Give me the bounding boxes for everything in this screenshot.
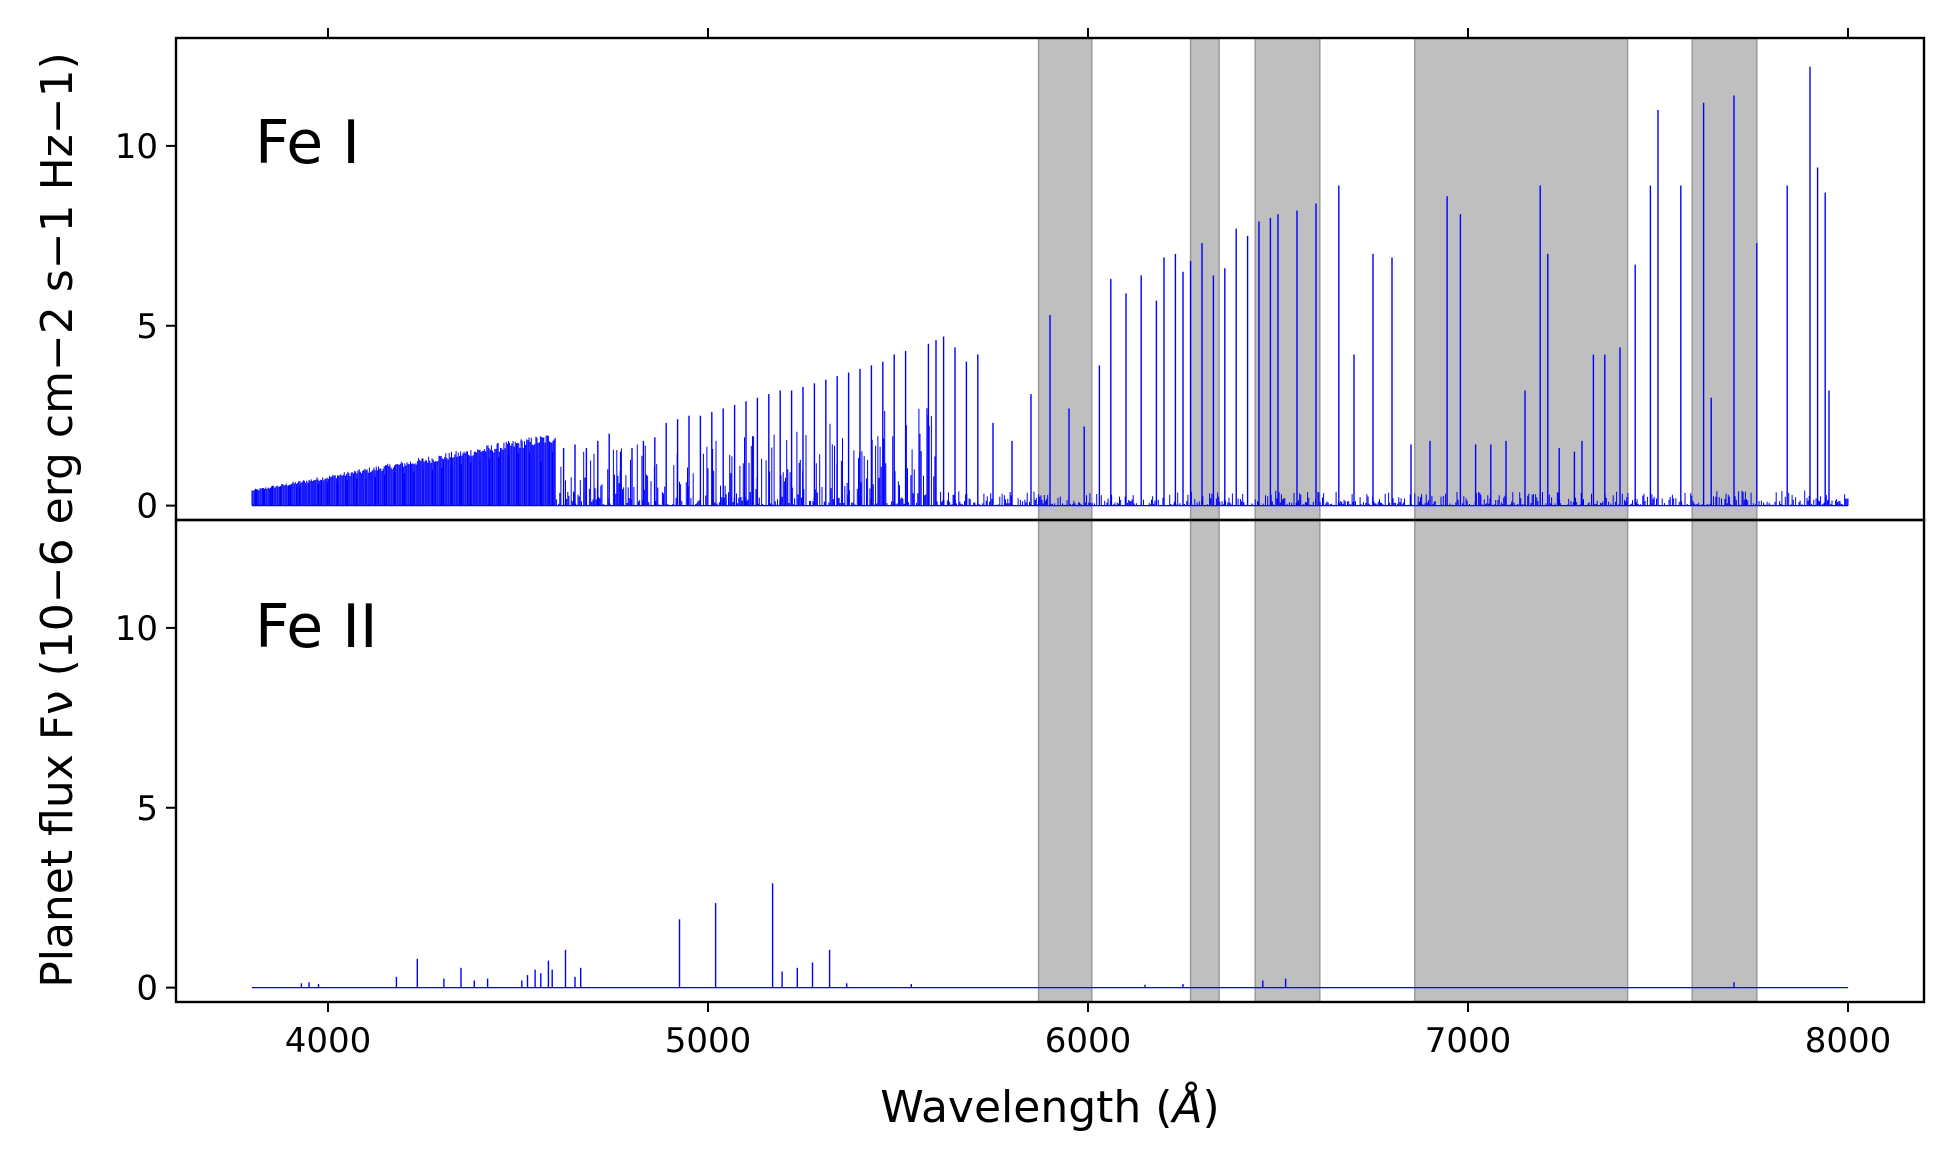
shaded-band: [1189, 37, 1220, 521]
shaded-band: [1189, 519, 1220, 1003]
panel-label: Fe I: [255, 108, 360, 178]
y-axis-title: Planet flux Fν (10−6 erg cm−2 s−1 Hz−1): [32, 52, 83, 988]
y-tick-label: 0: [136, 969, 158, 1009]
shaded-band: [1037, 37, 1093, 521]
x-tick-label: 6000: [1045, 1021, 1132, 1061]
y-tick-label: 10: [115, 609, 158, 649]
shaded-band: [1691, 37, 1758, 521]
shaded-band: [1037, 519, 1093, 1003]
spectral-lines: [251, 66, 1849, 989]
y-tick-label: 5: [136, 307, 158, 347]
x-tick-label: 7000: [1425, 1021, 1512, 1061]
shaded-band: [1254, 37, 1321, 521]
x-tick-label: 4000: [285, 1021, 372, 1061]
shaded-band: [1691, 519, 1758, 1003]
shaded-band: [1414, 519, 1629, 1003]
panel-label: Fe II: [255, 592, 378, 662]
weak-line-forest: [251, 408, 1849, 506]
labels: 0 5 10 Fe I 0 5 10 4000 5000 6000 7000 8000 Fe II Wav…: [32, 52, 1891, 1133]
y-tick-label: 0: [136, 487, 158, 527]
axes: [166, 28, 1926, 1012]
panel-frame: [174, 518, 1926, 1004]
y-tick-label: 10: [115, 127, 158, 167]
shaded-band: [1414, 37, 1629, 521]
x-tick-label: 5000: [665, 1021, 752, 1061]
x-axis-title: Wavelength (Å): [880, 1080, 1219, 1133]
y-tick-label: 5: [136, 789, 158, 829]
x-tick-label: 8000: [1805, 1021, 1892, 1061]
shaded-band: [1254, 519, 1321, 1003]
